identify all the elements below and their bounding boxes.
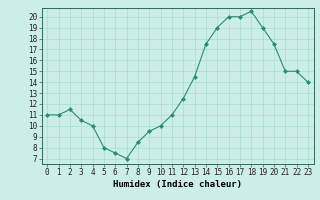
X-axis label: Humidex (Indice chaleur): Humidex (Indice chaleur) — [113, 180, 242, 189]
